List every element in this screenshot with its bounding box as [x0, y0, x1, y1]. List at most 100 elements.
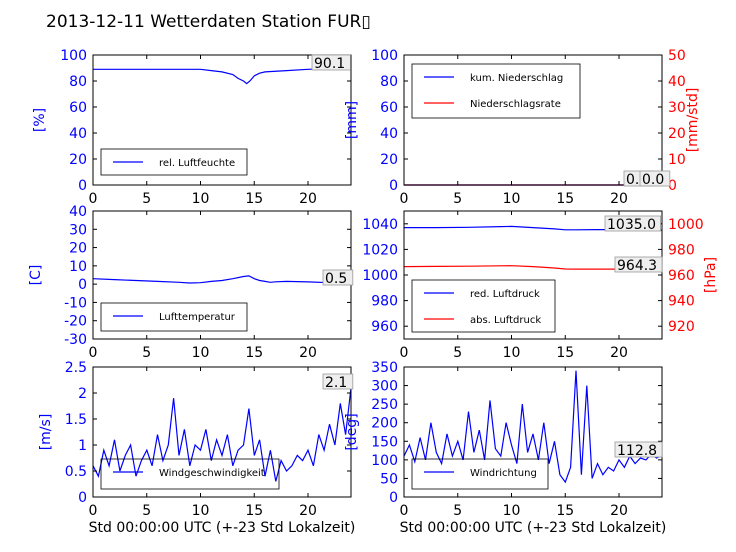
y-right-tick-label: 960	[668, 268, 695, 284]
x-tick-label: 0	[400, 191, 409, 207]
x-tick-label: 5	[142, 191, 151, 207]
y-tick-label: 20	[69, 152, 87, 168]
y-tick-label: -20	[64, 314, 87, 330]
y-tick-label: 60	[380, 100, 398, 116]
y-tick-label: 960	[371, 319, 398, 335]
y-tick-label: 200	[371, 416, 398, 432]
current-value-label: 964.3	[617, 258, 657, 274]
x-tick-label: 15	[556, 345, 574, 361]
x-tick-label: 10	[192, 503, 210, 519]
y-tick-label: 80	[69, 74, 87, 90]
series-line-2-0	[92, 275, 352, 284]
x-tick-label: 5	[142, 503, 151, 519]
x-tick-label: 15	[245, 345, 263, 361]
y-tick-label: 30	[69, 222, 87, 238]
x-tick-label: 5	[142, 345, 151, 361]
x-tick-label: 15	[556, 503, 574, 519]
current-value-box	[614, 441, 663, 458]
x-tick-label: 0	[400, 345, 409, 361]
x-tick-label: 20	[610, 345, 628, 361]
y-axis-label: [m/s]	[38, 414, 54, 451]
legend-box-4	[100, 458, 280, 490]
y-tick-label: 0	[78, 277, 87, 293]
y-tick-label: 250	[371, 397, 398, 413]
y-right-tick-label: 30	[668, 100, 686, 116]
legend-label: Niederschlagsrate	[470, 99, 561, 110]
x-tick-label: 15	[245, 191, 263, 207]
y-tick-label: 0	[389, 490, 398, 506]
legend-box-2	[100, 302, 248, 332]
current-value-label: 2.1	[325, 375, 347, 391]
current-value-label: 112.8	[617, 443, 657, 459]
current-value-box	[322, 269, 354, 286]
legend-label: red. Luftdruck	[470, 289, 540, 300]
plot-frame-5	[403, 366, 663, 498]
x-tick-label: 0	[400, 503, 409, 519]
series-line-5-0	[403, 370, 663, 484]
x-tick-label: 20	[610, 191, 628, 207]
y-tick-label: -10	[64, 295, 87, 311]
x-tick-label: 10	[503, 191, 521, 207]
current-value-label: 90.1	[314, 56, 345, 72]
series-line-0-0	[93, 67, 352, 85]
y-tick-label: -30	[64, 332, 87, 348]
x-tick-label: 5	[453, 191, 462, 207]
y-axis-label: [deg]	[344, 413, 360, 450]
y-tick-label: 0	[78, 490, 87, 506]
legend-box-3	[411, 279, 556, 333]
x-tick-label: 5	[453, 503, 462, 519]
y-tick-label: 980	[371, 294, 398, 310]
current-value-label: 1035.0	[607, 217, 656, 233]
plot-frame-1	[403, 54, 663, 186]
x-axis-label: Std 00:00:00 UTC (+-23 Std Lokalzeit)	[400, 520, 667, 536]
x-tick-label: 15	[556, 191, 574, 207]
x-tick-label: 0	[89, 503, 98, 519]
x-tick-label: 20	[299, 503, 317, 519]
x-tick-label: 5	[453, 345, 462, 361]
current-value-box	[322, 373, 354, 390]
current-value-label: 0.0	[642, 172, 664, 188]
y-tick-label: 150	[371, 434, 398, 450]
x-tick-label: 0	[89, 191, 98, 207]
y-right-tick-label: 0	[668, 178, 677, 194]
y-tick-label: 60	[69, 100, 87, 116]
legend-label: Windrichtung	[470, 468, 537, 479]
y-axis-label: [C]	[28, 265, 44, 286]
y-tick-label: 100	[60, 48, 87, 64]
y-tick-label: 1040	[362, 217, 398, 233]
x-tick-label: 15	[245, 503, 263, 519]
y-tick-label: 100	[371, 48, 398, 64]
y-tick-label: 20	[69, 241, 87, 257]
legend-label: Lufttemperatur	[159, 312, 236, 323]
x-tick-label: 20	[610, 503, 628, 519]
y-tick-label: 50	[380, 471, 398, 487]
legend-label: abs. Luftdruck	[470, 315, 541, 326]
y-tick-label: 100	[371, 453, 398, 469]
y-tick-label: 1020	[362, 242, 398, 258]
y-right-tick-label: 50	[668, 48, 686, 64]
legend-box-5	[411, 458, 549, 490]
current-value-box	[604, 215, 661, 232]
current-value-box	[639, 170, 671, 187]
y-right-tick-label: 40	[668, 74, 686, 90]
y-axis-label: [mm]	[344, 101, 360, 139]
x-tick-label: 10	[192, 191, 210, 207]
y-tick-label: 10	[69, 259, 87, 275]
x-axis-label: Std 00:00:00 UTC (+-23 Std Lokalzeit)	[89, 520, 356, 536]
y-tick-label: 350	[371, 360, 398, 376]
y-right-tick-label: 10	[668, 152, 686, 168]
y-right-tick-label: 920	[668, 319, 695, 335]
x-tick-label: 20	[299, 345, 317, 361]
y-right-tick-label: 20	[668, 126, 686, 142]
y-tick-label: 0.5	[65, 464, 87, 480]
page-title: 2013-12-11 Wetterdaten Station FUR▯	[46, 12, 371, 32]
x-tick-label: 20	[299, 191, 317, 207]
x-tick-label: 10	[503, 345, 521, 361]
y-tick-label: 1000	[362, 268, 398, 284]
x-tick-label: 10	[192, 345, 210, 361]
legend-label: rel. Luftfeuchte	[159, 158, 235, 169]
y-tick-label: 40	[380, 126, 398, 142]
legend-label: Windgeschwindigkeit	[159, 468, 265, 479]
